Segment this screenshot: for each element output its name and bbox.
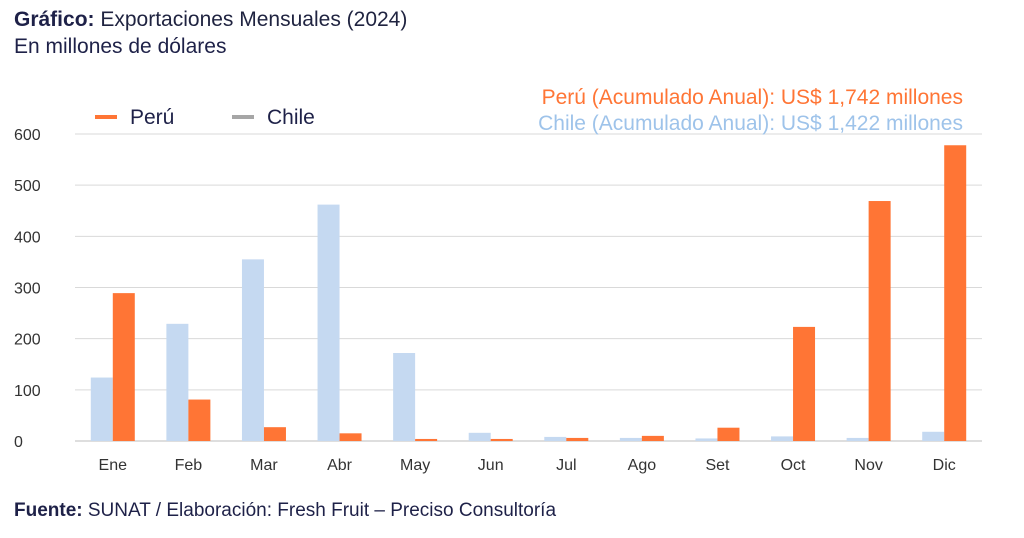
x-tick-label: Mar [250,457,278,474]
annotation-peru-total: Perú (Acumulado Anual): US$ 1,742 millon… [542,86,963,109]
bar-chile-oct [771,436,794,441]
y-tick-label: 500 [14,178,41,195]
x-tick-label: Ene [99,457,128,474]
bar-peru-abr [339,433,362,441]
x-tick-label: Set [705,457,730,474]
y-tick-label: 400 [14,229,41,246]
bar-chile-ago [619,437,642,441]
bar-chile-mar [241,259,264,441]
x-tick-label: Dic [933,457,956,474]
y-tick-label: 600 [14,127,41,144]
x-tick-label: Nov [854,457,882,474]
bar-peru-oct [793,326,816,441]
x-tick-label: Jul [556,457,576,474]
x-tick-label: May [400,457,430,474]
chart-title: Gráfico: Exportaciones Mensuales (2024) [14,8,408,31]
bar-peru-ene [112,293,135,441]
bar-peru-jul [566,437,589,441]
bar-chile-may [393,352,416,441]
bar-chile-ene [90,377,113,441]
y-tick-label: 0 [14,434,23,451]
y-tick-label: 100 [14,383,41,400]
x-tick-label: Oct [781,457,806,474]
bar-peru-set [717,427,740,441]
bar-peru-jun [490,438,513,441]
x-tick-label: Abr [327,457,353,474]
bar-peru-may [415,438,438,441]
bar-chile-feb [166,323,189,441]
x-tick-label: Ago [628,457,657,474]
bar-chile-jun [468,432,491,441]
y-tick-label: 300 [14,281,41,298]
bar-chile-abr [317,204,340,441]
source-note: Fuente: SUNAT / Elaboración: Fresh Fruit… [14,500,557,521]
bar-peru-feb [188,399,211,441]
annotation-chile-total: Chile (Acumulado Anual): US$ 1,422 millo… [538,112,963,135]
legend-label-chile: Chile [267,106,315,129]
bar-peru-dic [944,145,967,442]
bar-chile-jul [544,436,567,441]
x-tick-label: Feb [175,457,203,474]
bar-chile-dic [922,431,945,441]
chart-subtitle: En millones de dólares [14,35,227,58]
x-tick-label: Jun [478,457,504,474]
bar-peru-nov [868,201,891,441]
legend-label-peru: Perú [130,106,174,129]
bar-chile-set [695,438,718,441]
y-tick-label: 200 [14,332,41,349]
bar-peru-ago [641,435,664,441]
bar-peru-mar [263,427,286,441]
bar-chile-nov [846,437,869,441]
